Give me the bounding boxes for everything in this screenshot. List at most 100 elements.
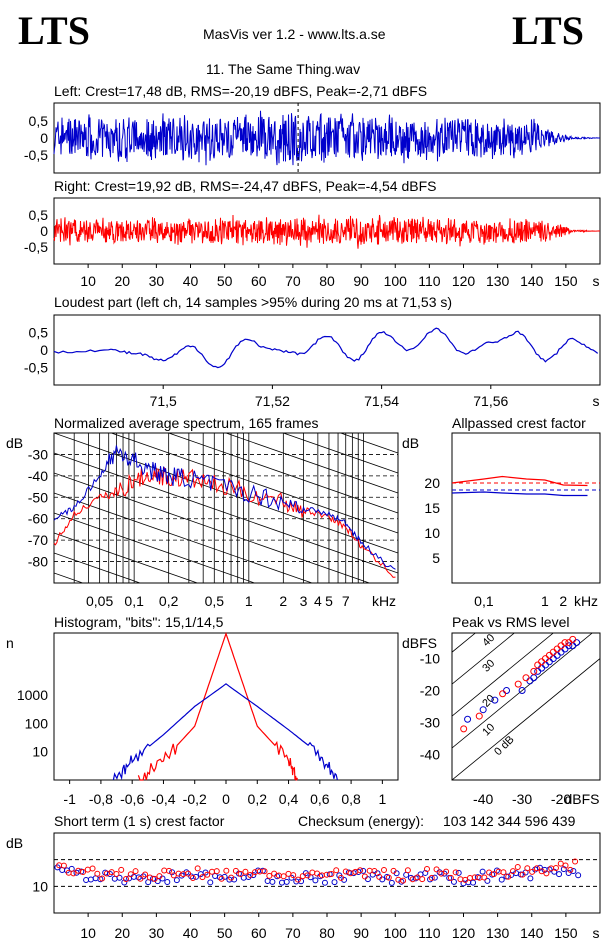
short-crest-point xyxy=(565,869,572,876)
time-axis-label: 130 xyxy=(486,273,510,289)
spectrum-slope-line xyxy=(54,433,398,554)
short-crest-point xyxy=(207,879,214,886)
short-crest-point xyxy=(103,870,110,877)
crest-right-line xyxy=(451,475,588,487)
short-crest-point xyxy=(462,876,469,883)
short-crest-xtick: 20 xyxy=(114,925,130,941)
short-crest-point xyxy=(331,879,338,886)
histogram-xtick: 0,6 xyxy=(310,791,330,807)
short-crest-point xyxy=(390,867,397,874)
short-crest-point xyxy=(361,873,368,880)
loudest-x-label: 71,54 xyxy=(364,393,399,409)
time-axis-label: 40 xyxy=(183,273,199,289)
short-crest-point xyxy=(304,872,311,879)
short-crest-point xyxy=(60,862,67,869)
short-crest-xunit: s xyxy=(593,925,600,941)
short-crest-point xyxy=(237,871,244,878)
histogram-xtick: 0,8 xyxy=(341,791,361,807)
peak-rms-point xyxy=(499,690,507,698)
time-axis-label: 140 xyxy=(520,273,544,289)
short-crest-point xyxy=(264,877,271,884)
file-name: 11. The Same Thing.wav xyxy=(206,61,361,77)
short-crest-point xyxy=(400,877,407,884)
loudest-ytick: 0,5 xyxy=(29,325,49,341)
time-axis-label: 70 xyxy=(285,273,301,289)
short-crest-xtick: 140 xyxy=(520,925,544,941)
short-crest-point xyxy=(318,872,325,879)
spectrum-slope-line xyxy=(396,433,398,434)
right-ytick: 0,5 xyxy=(29,207,49,223)
short-crest-point xyxy=(417,871,424,878)
short-crest-point xyxy=(409,876,416,883)
spectrum-slope-line xyxy=(54,532,199,583)
histogram-left-line xyxy=(112,683,338,781)
short-crest-point xyxy=(185,870,192,877)
crest-title: Allpassed crest factor xyxy=(452,415,586,431)
short-crest-point xyxy=(223,867,230,874)
short-crest-point xyxy=(189,874,196,881)
crest-left-line xyxy=(451,491,588,497)
short-crest-point xyxy=(433,866,440,873)
short-crest-point xyxy=(452,869,459,876)
short-crest-point xyxy=(366,867,373,874)
short-crest-xtick: 90 xyxy=(353,925,369,941)
spectrum-xtick: 0,1 xyxy=(124,593,144,609)
short-crest-xtick: 80 xyxy=(319,925,335,941)
spectrum-xtick: 7 xyxy=(342,593,350,609)
short-crest-point xyxy=(509,868,516,875)
short-crest-point xyxy=(360,867,367,874)
short-crest-xtick: 110 xyxy=(418,925,441,941)
time-axis-label: 20 xyxy=(114,273,130,289)
peak-rms-diagonal xyxy=(452,633,515,685)
peak-rms-title: Peak vs RMS level xyxy=(452,614,570,630)
short-crest-point xyxy=(194,865,201,872)
short-crest-point xyxy=(414,874,421,881)
spectrum-slope-line xyxy=(54,512,256,583)
peak-rms-point xyxy=(541,661,549,669)
peak-rms-diagonal-label: 10 xyxy=(480,721,497,738)
histogram-xtick: -0,2 xyxy=(183,791,207,807)
short-crest-point xyxy=(309,869,316,876)
short-crest-point xyxy=(560,866,567,873)
short-crest-point xyxy=(94,870,101,877)
histogram-xtick: -0,6 xyxy=(120,791,144,807)
spectrum-ytick: -30 xyxy=(28,446,48,462)
peak-rms-point xyxy=(538,658,546,666)
short-crest-point xyxy=(423,865,430,872)
short-crest-point xyxy=(342,868,349,875)
peak-rms-point xyxy=(549,655,557,663)
short-crest-point xyxy=(298,878,305,885)
short-crest-point xyxy=(156,873,163,880)
peak-rms-point xyxy=(526,677,534,685)
short-crest-point xyxy=(116,874,123,881)
spectrum-slope-line xyxy=(54,273,398,393)
peak-rms-point xyxy=(530,674,538,682)
short-crest-point xyxy=(218,875,225,882)
spectrum-slope-line xyxy=(110,433,398,534)
peak-rms-point xyxy=(549,648,557,656)
short-crest-point xyxy=(505,873,512,880)
histogram-ytick: 1000 xyxy=(17,687,48,703)
short-crest-point xyxy=(83,876,90,883)
short-crest-point xyxy=(294,876,301,883)
short-crest-title: Short term (1 s) crest factor xyxy=(54,813,225,829)
right-ytick: -0,5 xyxy=(24,239,48,255)
short-crest-point xyxy=(524,865,531,872)
loudest-x-label: 71,5 xyxy=(150,393,177,409)
short-crest-point xyxy=(385,874,392,881)
peak-rms-point xyxy=(541,655,549,663)
spectrum-ytick: -40 xyxy=(28,468,48,484)
short-crest-point xyxy=(299,873,306,880)
peak-rms-point xyxy=(534,661,542,669)
histogram-xtick: -1 xyxy=(63,791,76,807)
short-crest-xtick: 130 xyxy=(486,925,510,941)
right-title: Right: Crest=19,92 dB, RMS=-24,47 dBFS, … xyxy=(54,178,437,194)
peak-rms-point xyxy=(514,680,522,688)
peak-rms-point xyxy=(464,715,472,723)
short-crest-point xyxy=(557,860,564,867)
short-crest-point xyxy=(106,871,113,878)
spectrum-plot-frame xyxy=(53,432,399,584)
short-crest-point xyxy=(70,870,77,877)
histogram-ytick: 100 xyxy=(25,715,49,731)
time-axis-label: 100 xyxy=(384,273,408,289)
